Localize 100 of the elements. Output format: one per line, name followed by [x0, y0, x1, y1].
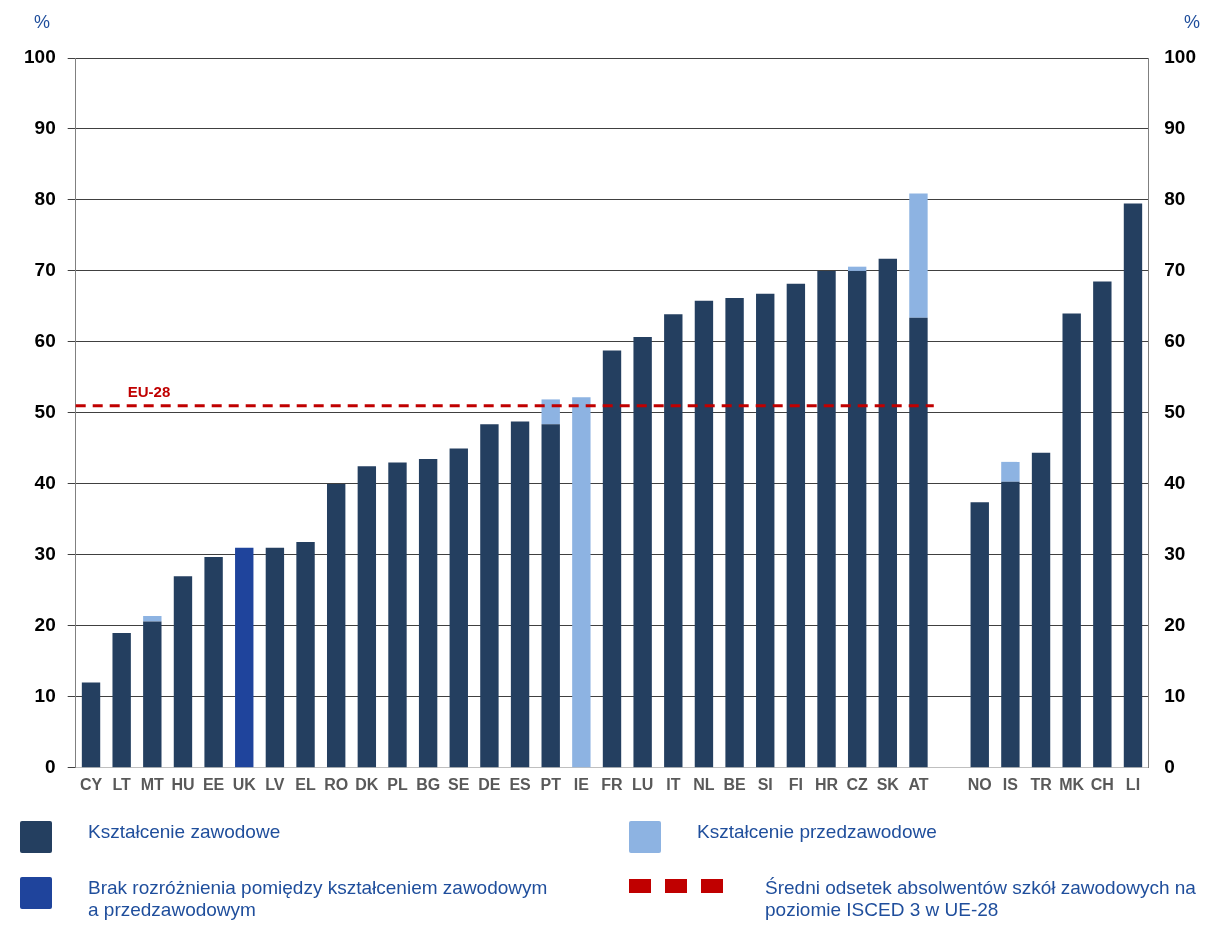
- x-tick-label: UK: [232, 775, 257, 793]
- x-tick-label: PT: [540, 775, 562, 793]
- x-tick-label: DE: [478, 775, 501, 793]
- bar: [327, 483, 346, 768]
- x-tick-label: RO: [324, 775, 349, 793]
- bar: [847, 270, 867, 768]
- x-tick-label: MT: [140, 775, 165, 793]
- x-tick-label: SI: [757, 775, 773, 793]
- text: Średni odsetek absolwentów szkół zawodowych na poziomie ISCED 3 w UE-28: [765, 877, 1197, 921]
- x-tick-label: HR: [814, 775, 839, 793]
- y-tick-label: 0: [45, 756, 56, 778]
- bar: [449, 448, 468, 768]
- x-tick-label: NL: [693, 775, 715, 793]
- x-tick-label: EL: [295, 775, 316, 793]
- bar: [633, 336, 652, 768]
- y-tick-label: 40: [34, 472, 56, 494]
- bar: [541, 399, 560, 425]
- x-tick-label: FI: [788, 775, 803, 793]
- y2-tick-label: 10: [1164, 685, 1186, 707]
- x-tick-label: CZ: [846, 775, 869, 793]
- bar: [1031, 452, 1051, 768]
- x-tick-label: TR: [1030, 775, 1053, 793]
- bar: [909, 317, 928, 768]
- legend-label: Brak rozróżnienia pomiędzy kształceniem zawodowym a przedzawodowym: [88, 877, 549, 921]
- x-tick-label: HU: [171, 775, 195, 793]
- bar: [1062, 313, 1081, 768]
- bar: [388, 462, 407, 768]
- bar: [786, 283, 806, 768]
- bar: [602, 350, 622, 768]
- y2-tick-label: 0: [1164, 756, 1175, 778]
- x-tick-label: NO: [967, 775, 992, 793]
- x-tick-label: PL: [387, 775, 408, 793]
- ref-line-label: EU-28: [127, 383, 171, 401]
- bar: [81, 682, 101, 768]
- x-tick-label: ES: [509, 775, 532, 793]
- y2-tick-label: 80: [1164, 188, 1186, 210]
- bar: [112, 632, 131, 768]
- bar: [143, 615, 162, 622]
- x-tick-label: BE: [723, 775, 747, 793]
- bar: [143, 621, 162, 768]
- y-tick-label: 60: [34, 330, 56, 352]
- bar: [357, 466, 377, 768]
- y2-tick-label: 60: [1164, 330, 1186, 352]
- y2-tick-label: 20: [1164, 614, 1186, 636]
- legend-label: Kształcenie zawodowe: [88, 821, 281, 843]
- y2-tick-label: 70: [1164, 259, 1186, 281]
- y2-tick-label: 90: [1164, 117, 1186, 139]
- bar: [541, 424, 560, 768]
- x-tick-label: FR: [601, 775, 624, 793]
- y-tick-label: 10: [34, 685, 56, 707]
- bar: [725, 297, 744, 768]
- x-tick-label: SK: [876, 775, 900, 793]
- x-tick-label: IE: [573, 775, 590, 793]
- x-tick-label: IS: [1002, 775, 1019, 793]
- x-tick-label: SE: [448, 775, 470, 793]
- y-tick-label: 50: [34, 401, 56, 423]
- x-tick-label: CH: [1090, 775, 1114, 793]
- x-tick-label: DK: [355, 775, 379, 793]
- y-tick-label: 20: [34, 614, 56, 636]
- bar: [817, 270, 836, 768]
- x-tick-label: LV: [265, 775, 285, 793]
- x-tick-label: IT: [666, 775, 681, 793]
- x-tick-label: CY: [79, 775, 103, 793]
- x-tick-label: EE: [202, 775, 225, 793]
- x-tick-label: LT: [112, 775, 132, 793]
- bar: [756, 293, 775, 768]
- y2-tick-label: 40: [1164, 472, 1186, 494]
- x-tick-label: AT: [908, 775, 929, 793]
- x-tick-label: LI: [1125, 775, 1141, 793]
- bar: [204, 556, 223, 768]
- bar: [265, 547, 285, 768]
- x-tick-label: MK: [1059, 775, 1085, 793]
- y-tick-label: 90: [34, 117, 56, 139]
- legend-label: Kształcenie przedzawodowe: [697, 821, 937, 843]
- bar: [173, 576, 193, 768]
- bar: [694, 300, 714, 768]
- x-tick-label: LU: [631, 775, 654, 793]
- y2-axis-title: %: [1183, 11, 1201, 32]
- bar: [480, 424, 499, 768]
- bar: [235, 547, 254, 768]
- bar: [296, 542, 315, 768]
- bar: [510, 421, 530, 768]
- y-tick-label: 30: [34, 543, 56, 565]
- bar: [572, 397, 591, 768]
- y2-tick-label: 30: [1164, 543, 1186, 565]
- bar: [970, 502, 989, 768]
- bar: [1001, 481, 1020, 768]
- x-tick-label: BG: [416, 775, 441, 793]
- bar: [418, 459, 438, 768]
- y-axis-title: %: [33, 11, 51, 32]
- bar: [847, 266, 867, 271]
- bar: [1123, 203, 1143, 768]
- y-tick-label: 70: [34, 259, 56, 281]
- y-tick-label: 100: [24, 46, 56, 68]
- bar: [878, 258, 898, 768]
- y2-tick-label: 50: [1164, 401, 1186, 423]
- bar: [909, 193, 928, 318]
- bar: [1001, 461, 1020, 482]
- bar: [664, 314, 683, 768]
- bar: [1093, 281, 1112, 768]
